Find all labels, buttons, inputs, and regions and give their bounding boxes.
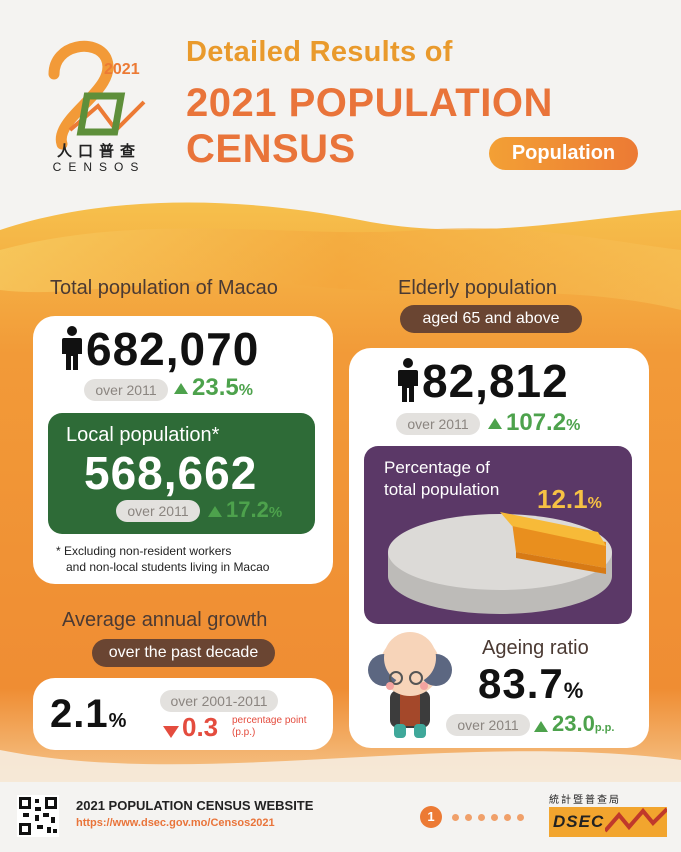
page-dot[interactable] [491,814,498,821]
percentage-label-line2: total population [384,480,500,499]
elderly-heading: Elderly population [398,277,557,299]
footnote-line1: * Excluding non-resident workers [56,544,232,558]
footnote-line2: and non-local students living in Macao [66,560,270,574]
person-icon [62,326,82,370]
page-indicator-dots [452,814,542,822]
increase-arrow-icon [174,383,188,395]
footnote: * Excluding non-resident workers and non… [56,543,269,575]
growth-value-unit: % [108,710,127,732]
total-change: 23.5% [174,374,253,402]
category-badge: Population [489,137,638,170]
website-url[interactable]: https://www.dsec.gov.mo/Censos2021 [76,817,275,829]
svg-text:2021: 2021 [104,61,140,78]
ageing-compare-label: over 2011 [446,714,530,736]
page-dot[interactable] [452,814,459,821]
page-dot[interactable] [504,814,511,821]
ageing-change: 23.0p.p. [534,711,614,737]
percentage-value-group: 12.1% [537,484,602,515]
ageing-ratio-label: Ageing ratio [482,637,589,659]
growth-heading: Average annual growth [62,609,268,631]
page-dot[interactable] [478,814,485,821]
logo-censos-text: CENSOS [52,160,146,174]
page-title-line2: CENSUS [186,127,356,171]
growth-change-value: 0.3 [182,712,219,742]
ageing-value: 83.7 [478,660,564,707]
page-subtitle: Detailed Results of [186,36,453,68]
local-change: 17.2% [208,497,282,523]
percentage-value: 12.1 [537,484,588,514]
growth-unit-line1: percentage point [232,715,307,726]
page-indicator-current[interactable]: 1 [420,806,442,828]
dsec-zigzag-icon [605,807,667,833]
growth-change-unit: percentage point (p.p.) [232,715,307,739]
local-change-unit: % [268,504,283,521]
website-title: 2021 POPULATION CENSUS WEBSITE [76,798,314,813]
growth-compare-label: over 2001-2011 [160,690,278,712]
census-logo: 2021 [48,40,146,150]
ageing-change-unit: p.p. [594,722,615,734]
percentage-pie-icon [388,512,612,614]
page-title-line1: 2021 POPULATION [186,81,553,125]
elderly-man-illustration [368,632,452,738]
elderly-change: 107.2% [488,409,580,437]
ageing-unit: % [563,678,584,703]
total-change-value: 23.5 [192,374,239,401]
growth-change: 0.3 [163,712,218,743]
page-dot[interactable] [465,814,472,821]
total-compare-label: over 2011 [84,379,168,401]
growth-value: 2.1 [50,692,109,736]
percentage-label: Percentage of total population [384,457,499,501]
page-dot[interactable] [517,814,524,821]
dsec-label: DSEC [553,812,605,831]
elderly-change-value: 107.2 [506,409,567,436]
local-population-label: Local population* [66,424,220,446]
elderly-change-unit: % [566,417,581,434]
ageing-change-value: 23.0 [552,711,595,736]
person-icon [398,358,418,402]
total-change-unit: % [238,382,253,399]
percentage-unit: % [587,495,602,512]
growth-period-pill: over the past decade [92,639,275,667]
elderly-compare-label: over 2011 [396,413,480,435]
growth-unit-line2: (p.p.) [232,727,256,738]
ageing-value-group: 83.7% [478,660,583,708]
page-title: 2021 POPULATION CENSUS [186,80,553,172]
dsec-logo: 統計暨普查局 DSEC [549,791,667,841]
local-change-value: 17.2 [226,497,269,522]
percentage-label-line1: Percentage of [384,458,490,477]
decrease-arrow-icon [163,725,179,738]
local-population-value: 568,662 [84,447,258,499]
qr-code-icon[interactable] [17,795,59,837]
increase-arrow-icon [488,418,502,430]
total-population-value: 682,070 [86,323,260,375]
elderly-value: 82,812 [422,355,569,407]
growth-value-group: 2.1% [50,692,126,737]
elderly-age-pill: aged 65 and above [400,305,582,333]
dsec-chinese-name: 統計暨普查局 [549,795,621,806]
increase-arrow-icon [534,721,548,733]
dsec-logo-background [549,807,667,837]
total-population-heading: Total population of Macao [50,277,278,299]
logo-chinese-text: 人口普查 [56,143,141,160]
local-compare-label: over 2011 [116,500,200,522]
increase-arrow-icon [208,505,222,517]
